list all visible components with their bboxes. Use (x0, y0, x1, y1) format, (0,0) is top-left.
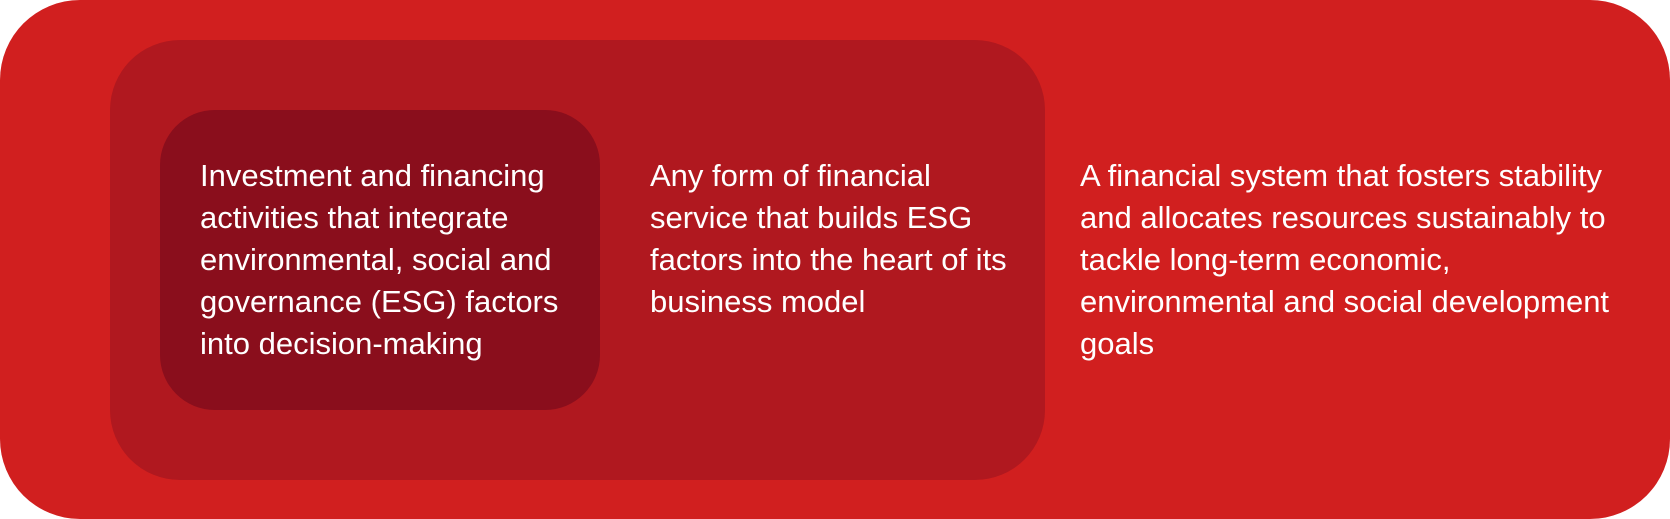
inner-layer-text: Investment and financing activities that… (200, 155, 580, 365)
middle-layer-text: Any form of financial service that build… (650, 155, 1035, 323)
outer-layer-text: A financial system that fosters stabilit… (1080, 155, 1610, 365)
